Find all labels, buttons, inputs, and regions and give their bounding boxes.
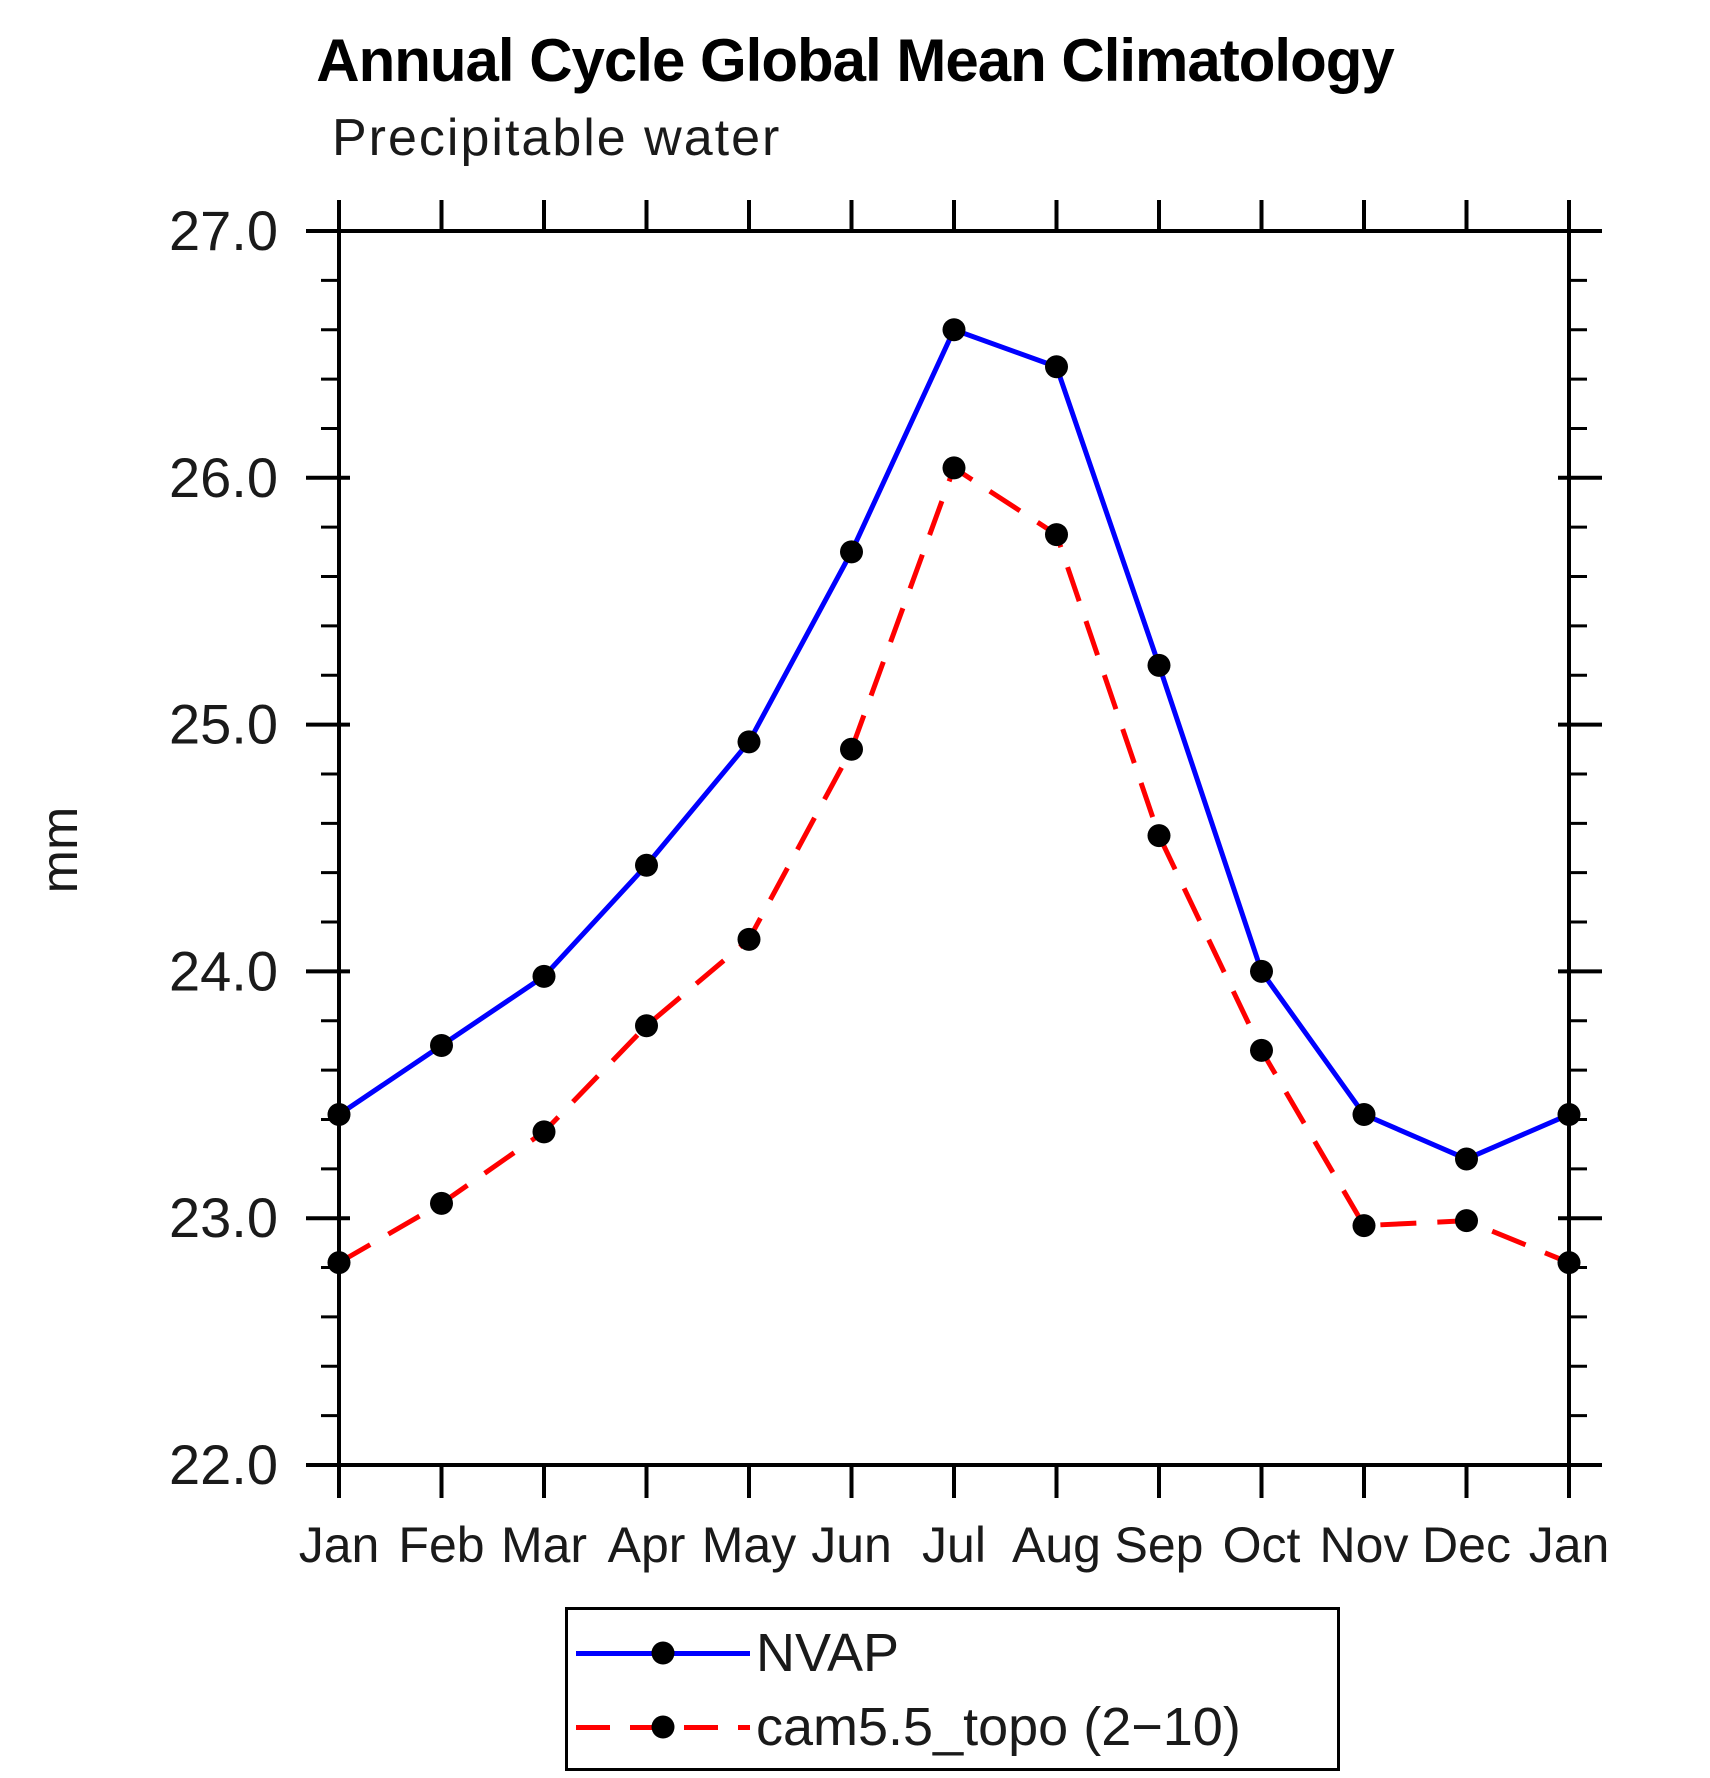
page-title: Annual Cycle Global Mean Climatology (316, 27, 1395, 94)
series-markers-cam5.5_topo (2−10) (327, 456, 1581, 1275)
x-tick-label: Nov (1320, 1517, 1409, 1573)
filled-circle-icon (651, 1715, 675, 1739)
y-tick-label: 23.0 (169, 1186, 278, 1249)
x-tick-label: Apr (608, 1517, 686, 1573)
x-tick-label: Jun (811, 1517, 892, 1573)
y-tick-label: 22.0 (169, 1433, 278, 1496)
x-tick-label: Aug (1012, 1517, 1101, 1573)
legend-line-swatch (576, 1715, 750, 1739)
legend-row: cam5.5_topo (2−10) (576, 1692, 1241, 1762)
x-tick-label: Jan (299, 1517, 380, 1573)
series-line-cam5.5_topo (2−10) (337, 464, 1570, 1265)
filled-circle-icon (651, 1641, 675, 1665)
series-markers-NVAP (327, 318, 1581, 1171)
y-tick-label: 24.0 (169, 939, 278, 1002)
y-tick-label: 25.0 (169, 693, 278, 756)
chart-subtitle: Precipitable water (332, 109, 782, 167)
legend-line-swatch (576, 1641, 750, 1665)
legend: NVAP cam5.5_topo (2−10) (565, 1607, 1340, 1771)
axes (306, 200, 1602, 1498)
y-tick-label: 26.0 (169, 446, 278, 509)
x-tick-label: Jan (1529, 1517, 1610, 1573)
legend-label: cam5.5_topo (2−10) (756, 1697, 1241, 1757)
x-tick-label: Mar (501, 1517, 587, 1573)
x-tick-label: Feb (398, 1517, 484, 1573)
x-tick-label: Oct (1223, 1517, 1301, 1573)
legend-label: NVAP (756, 1623, 900, 1683)
y-tick-label: 27.0 (169, 199, 278, 262)
x-tick-label: May (702, 1517, 796, 1573)
x-tick-label: Jul (922, 1517, 986, 1573)
axis-tick-labels: 22.0 23.0 24.0 25.0 26.0 27.0 Jan Feb Mar Apr May J… (169, 199, 1609, 1573)
x-tick-label: Sep (1115, 1517, 1204, 1573)
series-line-NVAP (337, 326, 1570, 1162)
x-tick-label: Dec (1422, 1517, 1511, 1573)
legend-row: NVAP (576, 1618, 899, 1688)
